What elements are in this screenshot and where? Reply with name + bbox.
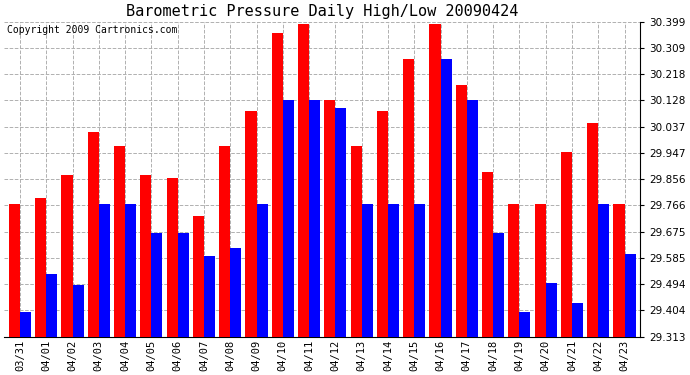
Bar bbox=[72, 285, 83, 337]
Bar bbox=[246, 111, 257, 337]
Bar bbox=[414, 204, 425, 337]
Bar bbox=[613, 204, 624, 337]
Bar bbox=[467, 100, 478, 337]
Bar bbox=[230, 248, 241, 337]
Bar bbox=[204, 256, 215, 337]
Bar bbox=[166, 178, 177, 337]
Bar bbox=[219, 146, 230, 337]
Bar bbox=[587, 123, 598, 337]
Bar bbox=[351, 146, 362, 337]
Bar bbox=[535, 204, 546, 337]
Bar bbox=[193, 216, 204, 337]
Bar bbox=[283, 100, 294, 337]
Bar bbox=[20, 312, 31, 337]
Bar bbox=[298, 24, 309, 337]
Bar bbox=[456, 85, 467, 337]
Bar bbox=[151, 233, 162, 337]
Bar bbox=[509, 204, 520, 337]
Bar bbox=[561, 152, 572, 337]
Bar bbox=[388, 204, 399, 337]
Bar bbox=[493, 233, 504, 337]
Bar bbox=[99, 204, 110, 337]
Bar bbox=[520, 312, 531, 337]
Bar bbox=[377, 111, 388, 337]
Bar bbox=[114, 146, 125, 337]
Bar bbox=[482, 172, 493, 337]
Bar bbox=[429, 24, 440, 337]
Bar bbox=[272, 33, 283, 337]
Bar bbox=[546, 282, 557, 337]
Bar bbox=[572, 303, 583, 337]
Bar bbox=[125, 204, 136, 337]
Bar bbox=[440, 59, 451, 337]
Bar bbox=[88, 132, 99, 337]
Bar bbox=[309, 100, 320, 337]
Bar bbox=[598, 204, 609, 337]
Bar bbox=[140, 175, 151, 337]
Bar bbox=[61, 175, 72, 337]
Bar bbox=[624, 254, 635, 337]
Bar bbox=[9, 204, 20, 337]
Bar bbox=[46, 274, 57, 337]
Bar bbox=[324, 100, 335, 337]
Bar bbox=[257, 204, 268, 337]
Bar bbox=[177, 233, 188, 337]
Bar bbox=[362, 204, 373, 337]
Bar bbox=[35, 198, 46, 337]
Title: Barometric Pressure Daily High/Low 20090424: Barometric Pressure Daily High/Low 20090… bbox=[126, 4, 518, 19]
Bar bbox=[335, 108, 346, 337]
Text: Copyright 2009 Cartronics.com: Copyright 2009 Cartronics.com bbox=[8, 25, 178, 35]
Bar bbox=[403, 59, 414, 337]
